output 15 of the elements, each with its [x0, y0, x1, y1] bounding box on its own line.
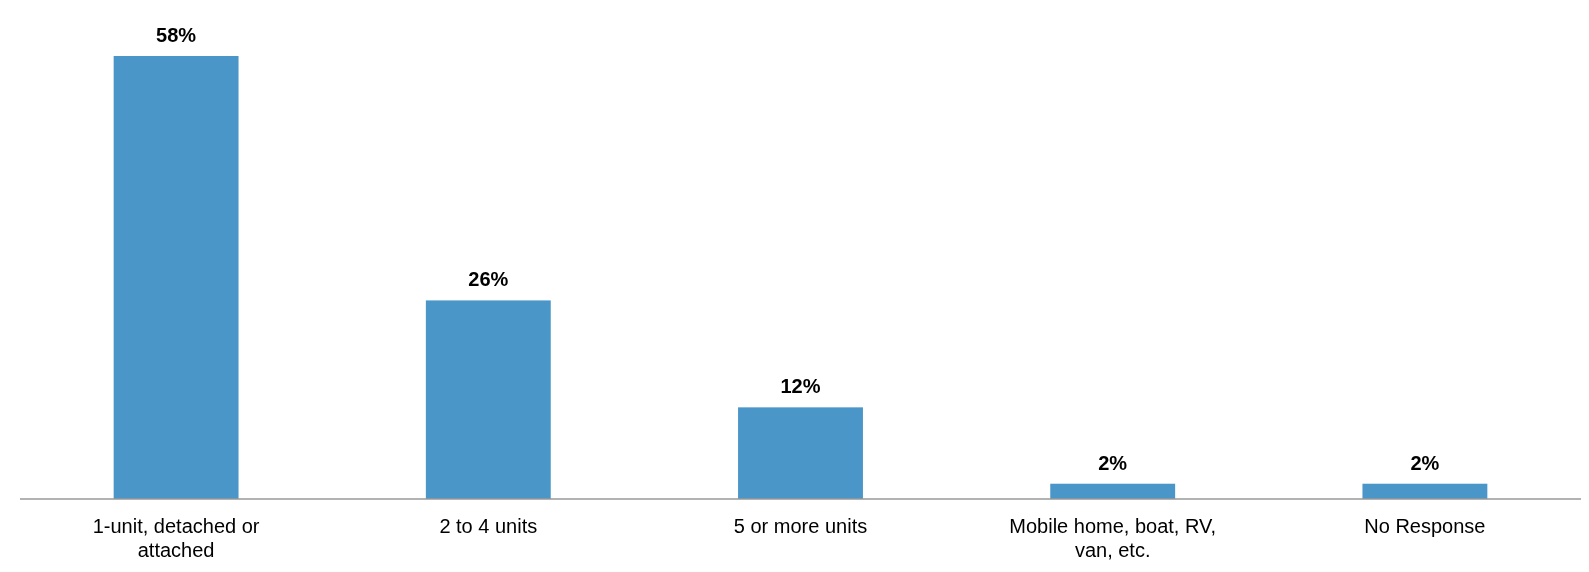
- bar: [1050, 483, 1176, 499]
- bar: [738, 407, 863, 499]
- bar: [113, 56, 239, 499]
- x-tick-label: No Response: [1364, 515, 1486, 537]
- x-tick-label: Mobile home, boat, RV, van, etc.: [1009, 515, 1217, 561]
- x-tick-label: 5 or more units: [733, 515, 868, 537]
- data-label: 2%: [1098, 451, 1128, 474]
- x-tick-label: 1-unit, detached or attached: [92, 515, 260, 561]
- bar: [1362, 483, 1488, 499]
- data-label: 58%: [156, 24, 197, 46]
- data-label: 12%: [780, 375, 821, 398]
- x-tick-label: 2 to 4 units: [439, 515, 538, 537]
- data-label: 26%: [468, 268, 509, 291]
- bar: [425, 300, 551, 499]
- data-label: 2%: [1410, 451, 1440, 474]
